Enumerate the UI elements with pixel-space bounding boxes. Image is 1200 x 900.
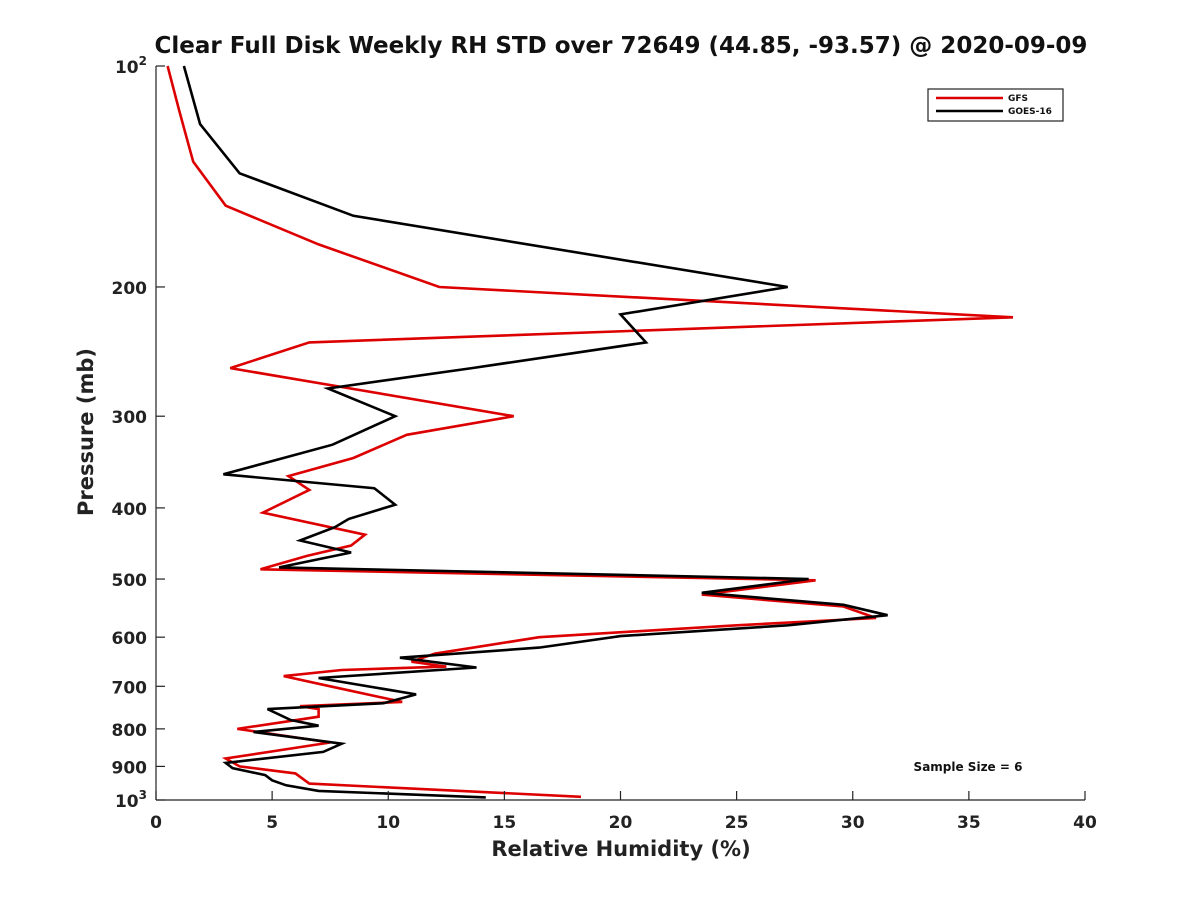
y-tick-label: 900: [112, 758, 148, 778]
y-tick-label: 300: [112, 408, 148, 428]
series-line-goes-16: [182, 65, 888, 799]
y-tick-label: 102: [115, 54, 147, 78]
series-layer: [166, 65, 1014, 799]
legend-entry-label: GOES-16: [1008, 107, 1052, 117]
x-tick-label: 25: [725, 813, 749, 833]
x-tick-label: 40: [1073, 813, 1097, 833]
axes-layer: 0 5 10 15 20 25 30 35 40 102 200 300 400 500 600 700 800…: [112, 54, 1097, 833]
y-tick-label: 103: [115, 788, 147, 812]
x-tick-label: 5: [266, 813, 278, 833]
y-tick-label: 700: [112, 678, 148, 698]
x-tick-label: 30: [841, 813, 865, 833]
legend-box: [927, 88, 1064, 122]
y-axis-label: Pressure (mb): [74, 348, 98, 516]
y-tick-label: 600: [112, 629, 148, 649]
legend: GFS GOES-16: [927, 88, 1064, 122]
x-axis-label: Relative Humidity (%): [491, 837, 750, 861]
sample-size-annotation: Sample Size = 6: [914, 760, 1023, 774]
legend-entry-label: GFS: [1008, 94, 1028, 104]
x-tick-label: 15: [493, 813, 517, 833]
chart-title: Clear Full Disk Weekly RH STD over 72649…: [155, 33, 1088, 59]
y-tick-label: 500: [112, 571, 148, 591]
series-line-gfs: [166, 65, 1014, 799]
x-tick-label: 10: [376, 813, 400, 833]
x-tick-label: 20: [609, 813, 633, 833]
plot-area: [156, 66, 1085, 800]
x-tick-label: 35: [957, 813, 981, 833]
y-tick-label: 400: [112, 500, 148, 520]
y-tick-label: 800: [112, 721, 148, 741]
y-tick-label: 200: [112, 279, 148, 299]
plot-background: [156, 66, 1085, 800]
x-tick-label: 0: [150, 813, 162, 833]
